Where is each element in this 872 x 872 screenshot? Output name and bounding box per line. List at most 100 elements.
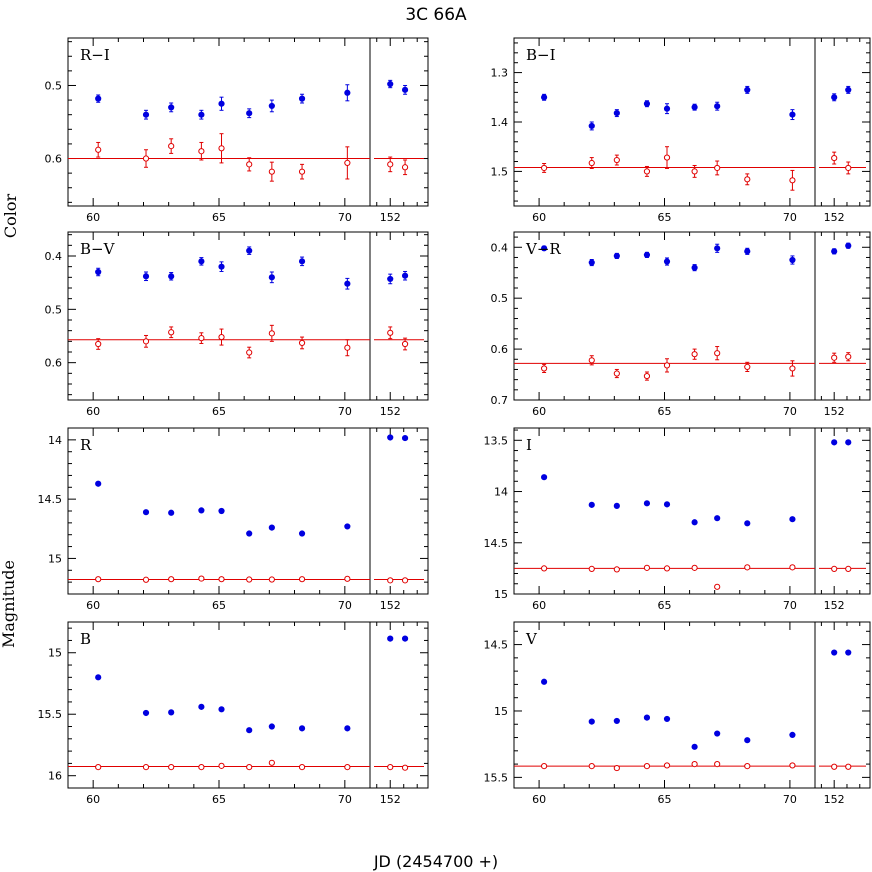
data-point-red — [744, 564, 751, 571]
data-point-red — [387, 329, 394, 336]
data-point-blue — [691, 519, 698, 526]
data-point-blue — [613, 717, 620, 725]
data-point-red — [387, 161, 394, 168]
data-point-blue — [246, 530, 253, 537]
data-point-red — [714, 350, 721, 357]
data-point-red — [691, 564, 698, 571]
data-point-blue — [268, 102, 275, 110]
data-point-blue — [663, 715, 671, 723]
data-point-red — [246, 349, 253, 356]
data-point-blue — [744, 520, 751, 527]
data-point-red — [744, 176, 751, 183]
data-point-blue — [663, 501, 671, 508]
data-point-blue — [387, 635, 394, 642]
data-point-blue — [541, 474, 548, 481]
x-tick-label: 65 — [658, 793, 672, 806]
data-point-red — [831, 354, 838, 361]
data-point-red — [142, 338, 150, 345]
x-tick-label: 152 — [824, 405, 845, 418]
data-point-blue — [95, 480, 102, 487]
data-point-red — [344, 159, 351, 167]
data-point-red — [95, 576, 102, 583]
data-point-red — [198, 763, 205, 771]
y-tick-label: 14.5 — [484, 639, 509, 652]
plot-frame-extra — [369, 231, 429, 401]
data-point-red — [714, 164, 721, 172]
data-point-red — [298, 339, 306, 347]
data-point-red — [588, 565, 595, 572]
magnitude-axis-label: Magnitude — [0, 560, 18, 648]
x-tick-label: 65 — [212, 405, 226, 418]
data-point-blue — [198, 703, 205, 710]
y-tick-label: 0.6 — [45, 153, 63, 166]
data-point-blue — [588, 718, 595, 725]
data-point-red — [831, 154, 838, 162]
y-tick-label: 15.5 — [484, 771, 509, 784]
panel-label: V−R — [525, 240, 561, 258]
x-tick-label: 152 — [380, 405, 401, 418]
x-tick-label: 65 — [658, 599, 672, 612]
panel-1: 0.5 0.6 60 65 70 152 R−I — [45, 37, 429, 224]
y-tick-label: 0.5 — [491, 292, 509, 305]
data-point-red — [268, 759, 275, 766]
x-tick-label: 60 — [86, 793, 100, 806]
data-point-blue — [588, 259, 595, 266]
data-point-red — [845, 763, 852, 770]
data-point-red — [613, 566, 620, 573]
panel-7: 15 15.5 16 60 65 70 152 B — [38, 621, 429, 806]
data-point-red — [831, 763, 838, 770]
plot-frame-extra — [369, 37, 429, 207]
data-point-blue — [744, 737, 751, 744]
data-point-blue — [643, 714, 651, 721]
data-point-red — [401, 340, 409, 348]
y-tick-label: 0.4 — [45, 250, 63, 263]
data-point-blue — [246, 110, 253, 117]
data-point-red — [789, 762, 796, 769]
x-tick-label: 60 — [532, 599, 546, 612]
data-point-blue — [246, 727, 253, 734]
data-point-red — [789, 177, 796, 184]
data-point-blue — [691, 104, 698, 111]
data-point-blue — [541, 245, 548, 252]
data-point-red — [613, 764, 620, 772]
y-tick-label: 15 — [494, 588, 508, 601]
y-tick-label: 1.4 — [491, 116, 509, 129]
data-point-red — [831, 565, 838, 572]
data-point-red — [588, 357, 595, 364]
y-tick-label: 13.5 — [484, 434, 509, 447]
data-point-blue — [643, 500, 651, 507]
data-point-blue — [268, 524, 275, 531]
data-point-blue — [344, 280, 351, 287]
data-point-red — [789, 365, 796, 372]
data-point-red — [198, 575, 205, 582]
data-point-blue — [789, 731, 796, 738]
data-point-red — [845, 565, 852, 572]
x-tick-label: 152 — [380, 793, 401, 806]
data-point-blue — [268, 274, 275, 281]
x-axis-label: JD (2454700 +) — [373, 852, 498, 871]
data-point-red — [613, 370, 620, 377]
data-point-red — [218, 762, 225, 769]
y-tick-label: 0.7 — [491, 394, 509, 407]
data-point-red — [387, 577, 394, 584]
data-point-red — [588, 762, 595, 770]
data-point-blue — [845, 242, 852, 249]
panel-2: 1.3 1.4 1.5 60 65 70 152 B−I — [491, 37, 871, 224]
panel-label: R — [80, 436, 92, 454]
data-point-red — [246, 576, 253, 583]
data-point-blue — [401, 635, 409, 642]
plot-frame-extra — [369, 427, 429, 595]
data-point-blue — [95, 95, 102, 102]
data-point-red — [142, 155, 150, 162]
data-point-red — [218, 576, 225, 583]
y-tick-label: 14 — [48, 434, 62, 447]
y-tick-label: 14.5 — [38, 493, 63, 506]
data-point-blue — [613, 502, 620, 509]
data-point-blue — [831, 649, 838, 656]
data-point-blue — [663, 105, 671, 112]
data-point-red — [541, 365, 548, 372]
data-point-red — [95, 763, 102, 771]
y-tick-label: 0.5 — [45, 79, 63, 92]
data-point-red — [541, 762, 548, 770]
data-point-blue — [613, 110, 620, 117]
